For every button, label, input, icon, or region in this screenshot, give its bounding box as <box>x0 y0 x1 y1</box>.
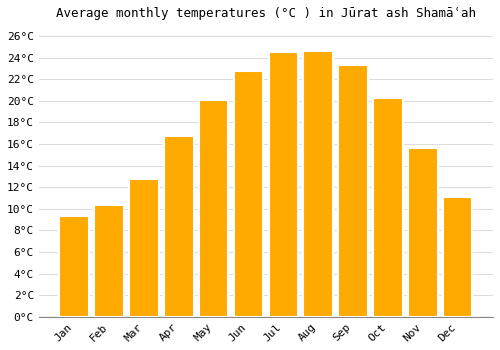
Bar <box>94 204 124 317</box>
Bar <box>443 197 472 317</box>
Bar <box>338 65 368 317</box>
Bar <box>373 98 402 317</box>
Title: Average monthly temperatures (°C ) in Jūrat ash Shamāʿah: Average monthly temperatures (°C ) in Jū… <box>56 7 476 20</box>
Bar <box>304 51 333 317</box>
Bar <box>60 216 89 317</box>
Bar <box>164 136 194 317</box>
Bar <box>129 178 159 317</box>
Bar <box>234 71 264 317</box>
Bar <box>199 100 228 317</box>
Bar <box>268 52 298 317</box>
Bar <box>408 148 438 317</box>
